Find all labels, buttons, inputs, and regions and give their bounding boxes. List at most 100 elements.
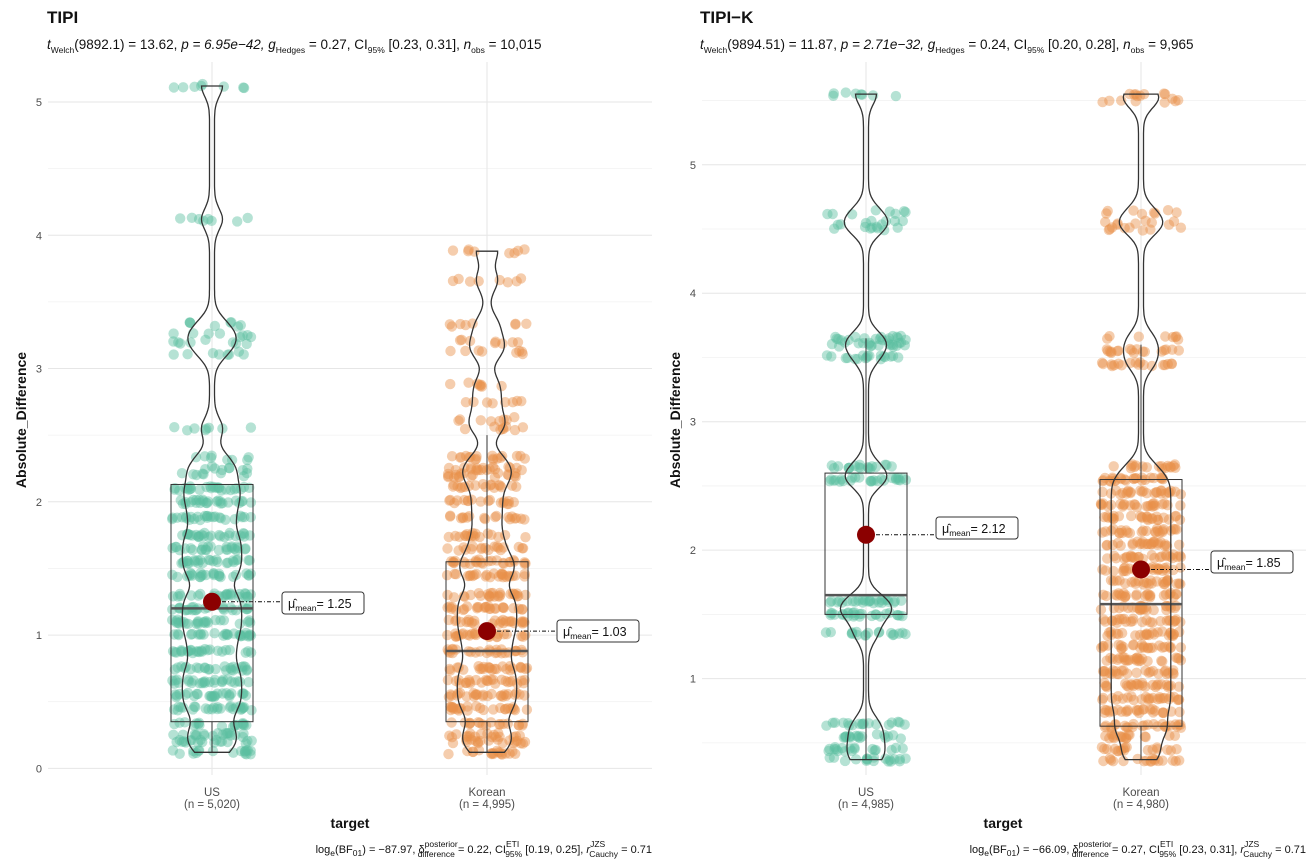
data-point bbox=[1175, 722, 1187, 733]
data-point bbox=[1169, 524, 1181, 535]
data-point bbox=[1167, 755, 1179, 766]
data-point bbox=[1151, 680, 1163, 691]
data-point bbox=[1139, 630, 1150, 641]
data-point bbox=[187, 530, 198, 541]
data-point bbox=[878, 351, 889, 362]
data-point bbox=[465, 464, 477, 475]
panel-tipi-k: TIPI−K tWelch(9894.51) = 11.87, p = 2.71… bbox=[667, 8, 1306, 859]
data-point bbox=[1164, 487, 1175, 498]
data-point bbox=[857, 718, 868, 730]
data-point bbox=[474, 663, 485, 675]
data-point bbox=[1140, 591, 1151, 602]
data-point bbox=[1149, 526, 1161, 537]
data-point bbox=[1135, 642, 1146, 654]
data-point bbox=[465, 589, 476, 601]
data-point bbox=[1130, 218, 1141, 229]
data-point bbox=[891, 340, 902, 351]
data-point bbox=[485, 717, 497, 728]
data-point bbox=[1147, 692, 1159, 704]
data-point bbox=[483, 544, 494, 556]
data-point bbox=[216, 676, 228, 687]
data-point bbox=[1158, 707, 1169, 719]
data-point bbox=[516, 617, 527, 628]
data-point bbox=[209, 690, 221, 701]
data-point bbox=[454, 531, 465, 542]
data-point bbox=[1148, 629, 1160, 640]
data-point bbox=[494, 591, 505, 602]
data-point bbox=[1131, 704, 1142, 715]
data-point bbox=[486, 529, 497, 540]
data-point bbox=[172, 662, 183, 673]
data-point bbox=[888, 629, 899, 640]
data-point bbox=[1148, 536, 1159, 547]
data-point bbox=[517, 720, 528, 731]
data-point bbox=[1119, 562, 1131, 573]
data-point bbox=[227, 665, 238, 676]
data-point bbox=[1123, 485, 1134, 496]
data-point bbox=[477, 691, 488, 702]
data-point bbox=[197, 494, 208, 505]
data-point bbox=[1148, 472, 1160, 484]
data-point bbox=[1133, 704, 1144, 716]
data-point bbox=[1119, 652, 1130, 663]
data-point bbox=[1127, 459, 1138, 470]
data-point bbox=[892, 222, 903, 233]
data-point bbox=[1135, 485, 1146, 496]
data-point bbox=[469, 615, 480, 626]
data-point bbox=[1143, 579, 1154, 590]
data-point bbox=[169, 422, 180, 433]
data-point bbox=[507, 746, 518, 757]
data-point bbox=[472, 736, 484, 748]
data-point bbox=[459, 481, 471, 493]
data-point bbox=[1107, 665, 1119, 676]
data-point bbox=[191, 494, 202, 506]
data-point bbox=[893, 628, 905, 639]
data-point bbox=[1162, 460, 1173, 472]
data-point bbox=[510, 736, 521, 747]
data-point bbox=[481, 397, 493, 408]
data-point bbox=[1145, 224, 1156, 235]
data-point bbox=[244, 530, 255, 541]
data-point bbox=[1150, 208, 1161, 219]
data-point bbox=[1138, 579, 1149, 590]
data-point bbox=[503, 512, 514, 523]
data-point bbox=[185, 567, 196, 579]
data-point bbox=[1138, 604, 1150, 615]
data-point bbox=[1113, 669, 1124, 680]
data-point bbox=[189, 556, 200, 567]
data-point bbox=[828, 475, 839, 486]
data-point bbox=[519, 453, 530, 464]
data-point bbox=[1156, 655, 1167, 666]
data-point bbox=[460, 530, 471, 542]
data-point bbox=[183, 618, 194, 629]
data-point bbox=[195, 734, 206, 746]
data-point bbox=[488, 704, 499, 715]
data-point bbox=[243, 677, 254, 688]
data-point bbox=[1164, 730, 1175, 741]
violin-us bbox=[181, 85, 243, 753]
data-point bbox=[1130, 460, 1142, 471]
data-point bbox=[852, 353, 863, 365]
data-point bbox=[486, 479, 497, 490]
data-point bbox=[1133, 552, 1144, 563]
data-point bbox=[243, 555, 254, 566]
data-point bbox=[1162, 575, 1173, 586]
data-point bbox=[1142, 656, 1153, 667]
data-point bbox=[512, 735, 523, 746]
data-point bbox=[243, 630, 255, 641]
data-point bbox=[237, 717, 249, 729]
data-point bbox=[853, 595, 864, 606]
data-point bbox=[509, 513, 520, 524]
data-point bbox=[445, 701, 456, 713]
data-point bbox=[462, 701, 473, 712]
data-point bbox=[176, 512, 188, 523]
data-point bbox=[173, 677, 184, 688]
data-point bbox=[880, 216, 892, 227]
data-point bbox=[216, 721, 228, 732]
data-point bbox=[862, 627, 874, 639]
data-point bbox=[1139, 720, 1150, 731]
data-point bbox=[240, 738, 251, 749]
data-point bbox=[485, 572, 496, 583]
data-point bbox=[1156, 463, 1168, 474]
data-point bbox=[474, 717, 485, 729]
